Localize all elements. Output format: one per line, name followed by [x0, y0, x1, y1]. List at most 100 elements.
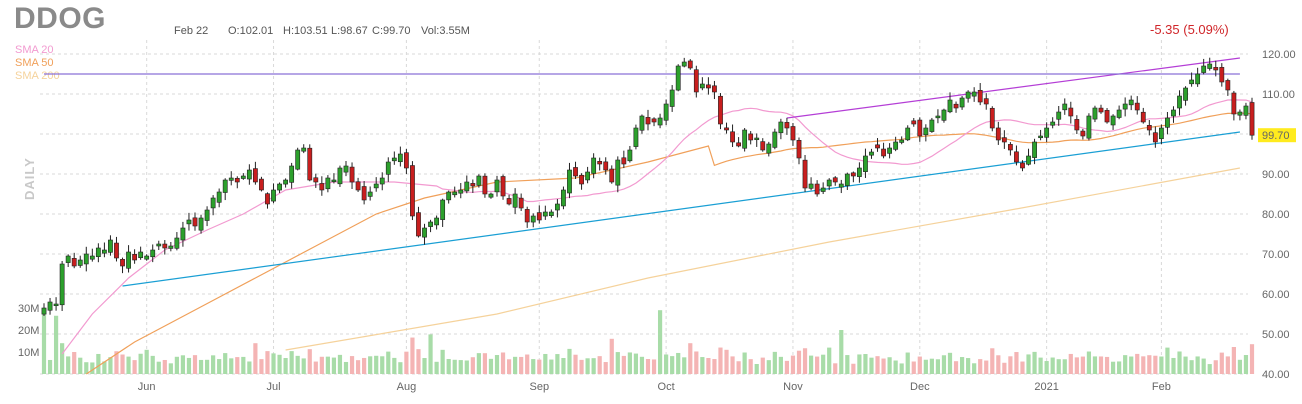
volume-bar — [519, 356, 524, 374]
volume-bar — [1032, 351, 1037, 374]
candle-body — [536, 212, 542, 221]
volume-bar — [84, 362, 89, 374]
volume-bar — [1231, 347, 1236, 374]
candle-body — [959, 97, 965, 108]
volume-bar — [458, 360, 463, 374]
candle-body — [452, 191, 458, 196]
candle — [422, 223, 427, 245]
candle — [627, 145, 633, 163]
candle-body — [1092, 107, 1098, 120]
candle-body — [1165, 117, 1170, 128]
candle-body — [500, 176, 506, 197]
candle-body — [512, 193, 518, 208]
volume-bar — [186, 357, 192, 374]
candle — [138, 246, 144, 260]
volume-bar — [506, 359, 512, 374]
candle-body — [102, 249, 107, 254]
candle-body — [253, 168, 258, 183]
candle — [554, 199, 560, 218]
candle-body — [917, 119, 923, 137]
candle — [1195, 67, 1201, 87]
candle-body — [126, 251, 131, 269]
candle — [1213, 60, 1219, 77]
candle — [736, 137, 741, 148]
candle-body — [385, 161, 391, 175]
y-tick-label: 120.00 — [1262, 49, 1296, 61]
volume-bar — [682, 357, 687, 374]
candle-body — [494, 179, 500, 193]
volume-bar — [1123, 355, 1128, 374]
x-tick-label: Feb — [1152, 381, 1171, 393]
candle-body — [108, 239, 113, 253]
candle — [530, 213, 536, 228]
candle-body — [132, 254, 137, 261]
candle — [681, 57, 687, 68]
candle — [373, 177, 379, 192]
volume-bar — [893, 360, 898, 374]
candle — [633, 124, 639, 150]
candle — [597, 157, 603, 171]
candle — [102, 242, 107, 258]
volume-bar — [748, 359, 753, 374]
candle-body — [699, 83, 705, 89]
candle — [579, 173, 584, 190]
candle-body — [983, 98, 989, 105]
volume-bar — [984, 360, 989, 374]
volume-bar — [863, 354, 868, 374]
candle — [150, 244, 156, 263]
volume-bar — [718, 347, 723, 374]
candle — [947, 92, 953, 114]
candle — [452, 186, 458, 198]
volume-bar — [676, 352, 681, 374]
legend-sma-20: SMA 20 — [15, 44, 54, 56]
sma-200-line — [285, 167, 1241, 351]
candle-body — [216, 191, 222, 203]
candle-body — [887, 147, 892, 154]
candle-body — [645, 117, 651, 125]
candle — [784, 117, 790, 135]
candle — [796, 137, 802, 165]
candle — [265, 192, 270, 209]
candle — [83, 246, 89, 272]
candle-body — [373, 183, 379, 189]
volume-bar — [1026, 354, 1031, 374]
candle — [283, 178, 288, 188]
candle — [959, 96, 965, 110]
candle-body — [1207, 63, 1213, 69]
candle — [259, 176, 264, 192]
volume-bar — [223, 353, 228, 374]
candle-body — [869, 151, 874, 156]
candle — [1134, 96, 1140, 115]
price-change: -5.35 (5.09%) — [1150, 22, 1229, 37]
candle — [1243, 102, 1249, 120]
candle — [307, 144, 313, 182]
candle-body — [1110, 115, 1116, 126]
trendline-support — [122, 131, 1241, 287]
candle-body — [83, 253, 89, 265]
volume-bar — [633, 353, 639, 374]
volume-bar — [1195, 356, 1200, 374]
candle-body — [754, 137, 760, 141]
volume-bar — [1098, 356, 1104, 374]
candle — [234, 176, 240, 189]
candle-body — [730, 131, 735, 143]
volume-bar — [301, 358, 306, 374]
candle-body — [597, 161, 603, 165]
candle-body — [174, 237, 180, 249]
candle — [331, 173, 337, 184]
candle — [881, 142, 886, 159]
candle — [591, 153, 597, 179]
volume-bar — [120, 354, 125, 374]
volume-bar — [1219, 352, 1224, 374]
volume-bar — [295, 355, 300, 374]
candle — [126, 245, 131, 273]
volume-bar — [935, 359, 941, 374]
candle — [361, 181, 367, 205]
candle — [917, 117, 923, 142]
volume-bar — [657, 310, 663, 374]
candle — [1080, 128, 1086, 140]
volume-bar — [941, 355, 947, 374]
volume-bar — [362, 357, 367, 374]
candle — [1020, 160, 1025, 172]
volume-bar — [416, 349, 421, 374]
